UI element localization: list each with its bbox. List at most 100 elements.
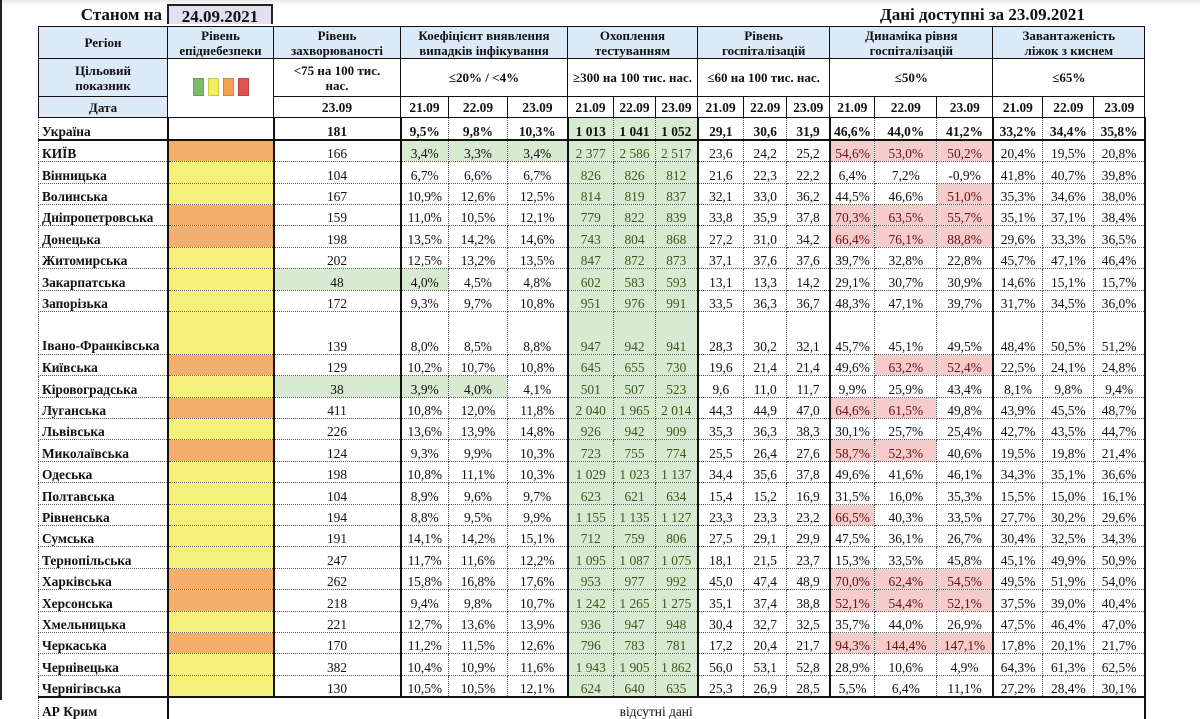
- testing-value: 1 265: [613, 589, 656, 612]
- header-row: Регіон Рівень епіднебезпеки Рівень захво…: [38, 26, 1146, 59]
- detection-value: 10,9%: [399, 182, 449, 205]
- hosp-value: 37,8: [786, 460, 831, 484]
- hosp-dyn-value: 54,4%: [874, 589, 938, 612]
- testing-value: 1 965: [613, 396, 656, 420]
- region-name: Тернопільська: [38, 546, 168, 569]
- beds-value: 45,1%: [991, 546, 1044, 569]
- detection-value: 14,2%: [448, 225, 508, 248]
- hosp-value: 29,9: [786, 525, 831, 548]
- hosp-dyn-value: 66,5%: [828, 503, 876, 527]
- detection-value: 12,2%: [507, 546, 568, 569]
- hosp-dyn-value: 36,1%: [874, 525, 938, 548]
- date-testing-1: 21.09: [567, 95, 614, 119]
- hosp-value: 30,6: [743, 117, 788, 141]
- hosp-dyn-value: 6,4%: [828, 161, 876, 184]
- date-hosp-3: 23.09: [786, 95, 831, 119]
- detection-value: 13,6%: [399, 418, 449, 441]
- beds-value: 33,3%: [1042, 225, 1095, 248]
- region-name: Хмельницька: [38, 610, 168, 633]
- hosp-value: 28,5: [786, 674, 831, 698]
- window-edge: [0, 0, 2, 700]
- hosp-value: 37,8: [786, 203, 831, 227]
- region-name: Харківська: [38, 567, 168, 591]
- testing-value: 804: [613, 225, 656, 248]
- top-shade: [0, 0, 1200, 6]
- beds-value: 20,8%: [1093, 139, 1146, 163]
- hosp-dyn-value: 45,1%: [874, 310, 938, 355]
- detection-value: 10,8%: [507, 353, 568, 377]
- detection-value: 9,8%: [448, 589, 508, 612]
- table-row: Одеська 198 10,8% 11,1% 10,3% 1 029 1 023 1 137…: [38, 460, 1146, 484]
- detection-value: 8,9%: [399, 482, 449, 505]
- beds-value: 35,1%: [1042, 460, 1095, 484]
- hosp-value: 27,2: [696, 225, 745, 248]
- testing-value: 826: [566, 161, 614, 184]
- detection-value: 10,7%: [507, 589, 568, 612]
- beds-value: 50,5%: [1042, 310, 1095, 355]
- beds-value: 35,8%: [1093, 117, 1146, 141]
- hosp-value: 11,7: [786, 375, 831, 398]
- hosp-dyn-value: 35,3%: [936, 482, 994, 505]
- legend-swatch-2: [207, 77, 219, 96]
- hosp-dyn-value: 54,5%: [936, 567, 994, 591]
- detection-value: 10,9%: [448, 653, 508, 676]
- detection-value: 12,1%: [507, 203, 568, 227]
- testing-value: 779: [566, 203, 614, 227]
- hosp-dyn-value: 29,1%: [828, 268, 876, 291]
- beds-value: 34,6%: [1042, 182, 1095, 205]
- hosp-value: 9,6: [696, 375, 745, 398]
- hosp-dyn-value: 44,0%: [874, 610, 938, 633]
- table-row: Чернівецька 382 10,4% 10,9% 11,6% 1 943 1 905 1…: [38, 653, 1146, 676]
- region-name: Івано-Франківська: [38, 310, 168, 355]
- hosp-dyn-value: 40,6%: [936, 439, 994, 462]
- table-row: Херсонська 218 9,4% 9,8% 10,7% 1 242 1 265 1 27…: [38, 589, 1146, 612]
- testing-value: 602: [566, 268, 614, 291]
- hosp-value: 37,6: [786, 246, 831, 270]
- detection-value: 6,7%: [399, 161, 449, 184]
- detection-value: 10,5%: [448, 203, 508, 227]
- date-incidence: 23.09: [273, 95, 401, 119]
- table-row: Кіровоградська 38 3,9% 4,0% 4,1% 501 507 523 9,6…: [38, 375, 1146, 398]
- hosp-dyn-value: -0,9%: [936, 161, 994, 184]
- hosp-value: 23,3: [743, 503, 788, 527]
- table-row: Харківська 262 15,8% 16,8% 17,6% 953 977 992 45,…: [38, 567, 1146, 591]
- target-beds: ≤65%: [992, 58, 1146, 97]
- hosp-dyn-value: 22,8%: [936, 246, 994, 270]
- detection-value: 12,6%: [448, 182, 508, 205]
- detection-value: 10,8%: [399, 460, 449, 484]
- detection-value: 9,8%: [448, 117, 508, 141]
- hosp-dyn-value: 49,5%: [936, 310, 994, 355]
- hosp-value: 44,3: [696, 396, 745, 420]
- table-row: КИЇВ 166 3,4% 3,3% 3,4% 2 377 2 586 2 517 23,6 24…: [38, 139, 1146, 163]
- testing-value: 523: [655, 375, 698, 398]
- beds-value: 51,9%: [1042, 567, 1095, 591]
- detection-value: 9,7%: [507, 482, 568, 505]
- detection-value: 11,0%: [399, 203, 449, 227]
- hosp-dyn-value: 48,3%: [828, 289, 876, 312]
- hosp-value: 56,0: [696, 653, 745, 676]
- beds-value: 8,1%: [991, 375, 1044, 398]
- testing-value: 755: [613, 439, 656, 462]
- hosp-dyn-value: 47,5%: [828, 525, 876, 548]
- hosp-value: 34,4: [696, 460, 745, 484]
- hosp-dyn-value: 45,7%: [828, 310, 876, 355]
- table-row: Донецька 198 13,5% 14,2% 14,6% 743 804 868 27,2 3…: [38, 225, 1146, 248]
- testing-value: 839: [655, 203, 698, 227]
- beds-value: 30,2%: [1042, 503, 1095, 527]
- date-beds-2: 22.09: [1042, 95, 1095, 119]
- beds-value: 44,7%: [1093, 418, 1146, 441]
- beds-value: 30,4%: [991, 525, 1044, 548]
- testing-value: 635: [655, 674, 698, 698]
- testing-value: 947: [613, 610, 656, 633]
- hosp-dyn-value: 46,1%: [936, 460, 994, 484]
- detection-value: 8,8%: [399, 503, 449, 527]
- hosp-value: 31,9: [786, 117, 831, 141]
- table-row: Сумська 191 14,1% 14,2% 15,1% 712 759 806 27,5 29…: [38, 525, 1146, 548]
- detection-value: 4,8%: [507, 268, 568, 291]
- incidence-value: 167: [272, 182, 401, 205]
- beds-value: 24,8%: [1093, 353, 1146, 377]
- table-row: Івано-Франківська 139 8,0% 8,5% 8,8% 947 942 94…: [38, 310, 1146, 355]
- detection-value: 12,5%: [399, 246, 449, 270]
- detection-value: 10,4%: [399, 653, 449, 676]
- hosp-dyn-value: 52,4%: [936, 353, 994, 377]
